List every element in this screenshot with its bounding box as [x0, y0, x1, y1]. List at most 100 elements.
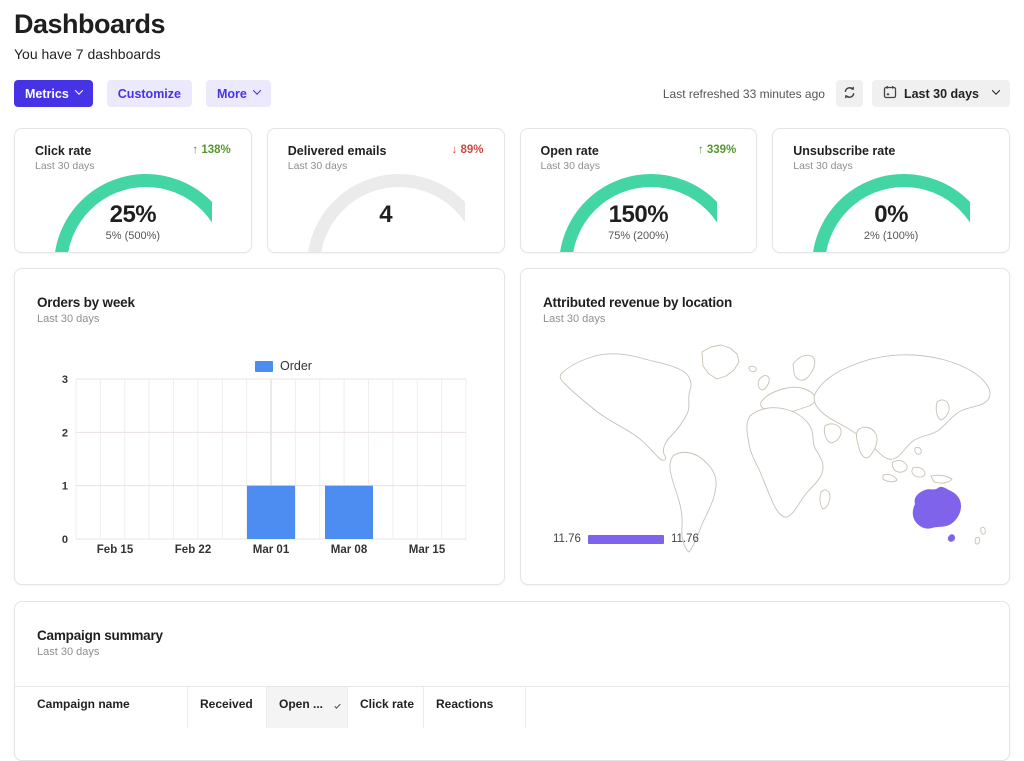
metrics-button-label: Metrics [25, 86, 69, 101]
metric-card-click-rate: Click rate Last 30 days ↑ 138% 25% 5% (5… [14, 128, 252, 253]
metric-sublabel: 5% (500%) [105, 230, 161, 242]
metric-period: Last 30 days [793, 160, 853, 172]
date-range-button[interactable]: Last 30 days [871, 80, 1010, 107]
metric-sublabel: 2% (100%) [863, 230, 919, 242]
metric-period: Last 30 days [35, 160, 95, 172]
column-header-open-label: Open ... [279, 697, 324, 711]
map-greenland [701, 344, 740, 380]
map-new-zealand-south [974, 536, 981, 545]
svg-text:3: 3 [62, 374, 68, 386]
map-scandinavia [792, 354, 816, 381]
metrics-button[interactable]: Metrics [14, 80, 93, 107]
chevron-down-icon [252, 86, 262, 95]
metric-value: 0% [874, 201, 908, 228]
legend-swatch [255, 360, 274, 372]
map-sulawesi [911, 466, 926, 478]
metric-title: Click rate [35, 144, 92, 158]
map-card-title: Attributed revenue by location [543, 295, 733, 310]
orders-by-week-card: Orders by week Last 30 days Order 0 1 2 3 Fe… [14, 268, 505, 585]
svg-text:2: 2 [62, 427, 68, 439]
metric-period: Last 30 days [287, 160, 348, 172]
chevron-down-icon [991, 86, 1001, 95]
revenue-by-location-card: Attributed revenue by location Last 30 d… [520, 268, 1010, 585]
map-scale-bar [587, 534, 664, 544]
map-scale-max: 11.76 [670, 533, 699, 545]
map-north-america [559, 353, 692, 461]
map-japan [935, 399, 950, 421]
gauge-arc [559, 174, 718, 252]
delta-badge: ↓ 89% [452, 144, 484, 156]
map-iceland [748, 365, 757, 373]
metric-sublabel: 75% (200%) [608, 230, 669, 242]
bar-Mar 01 [247, 485, 295, 539]
gauge-arc [306, 174, 465, 252]
campaign-summary-card: Campaign summary Last 30 days Campaign n… [14, 601, 1010, 761]
metric-card-unsubscribe-rate: Unsubscribe rate Last 30 days 0% 2% (100… [772, 128, 1010, 253]
campaign-summary-period: Last 30 days [37, 646, 100, 658]
toolbar-left: Metrics Customize More [14, 80, 271, 107]
gauge-arc [812, 174, 971, 252]
svg-text:1: 1 [62, 481, 68, 493]
map-tasmania-highlighted [947, 534, 955, 542]
arrow-up-icon: ↑ [192, 144, 199, 156]
map-scale-legend: 11.76 11.76 [553, 533, 699, 545]
metric-value: 25% [109, 201, 157, 228]
orders-bar-chart: 0 1 2 3 Feb 15 Feb 22 Mar 01 Mar 08 Mar 15 [62, 374, 467, 556]
delta-value: 138% [201, 144, 231, 156]
svg-text:Mar 15: Mar 15 [409, 544, 446, 556]
map-uk [757, 375, 770, 391]
toolbar-right: Last refreshed 33 minutes ago Last 30 da… [663, 80, 1010, 107]
orders-chart-title: Orders by week [37, 295, 135, 310]
map-borneo [891, 460, 908, 473]
map-africa [746, 407, 824, 518]
more-button[interactable]: More [205, 80, 271, 107]
metric-period: Last 30 days [540, 160, 601, 172]
svg-text:Mar 01: Mar 01 [253, 544, 290, 556]
map-java [882, 473, 898, 483]
map-madagascar [819, 489, 831, 510]
campaign-summary-title: Campaign summary [37, 628, 163, 643]
chevron-down-icon [74, 86, 84, 95]
metric-title: Delivered emails [287, 144, 387, 158]
refresh-icon [842, 85, 857, 103]
page-title: Dashboards [14, 9, 166, 39]
campaign-table-header: Campaign name Received Open ... Click ra… [15, 686, 1009, 728]
arrow-down-icon: ↓ [451, 144, 458, 156]
svg-text:Feb 22: Feb 22 [175, 544, 211, 556]
map-card-period: Last 30 days [543, 313, 606, 325]
customize-button[interactable]: Customize [106, 80, 192, 107]
map-new-guinea [930, 474, 953, 484]
date-range-label: Last 30 days [903, 86, 979, 101]
delta-badge: ↑ 339% [698, 144, 736, 156]
world-map [559, 344, 991, 553]
bar-Mar 08 [325, 485, 373, 539]
metric-card-delivered-emails: Delivered emails Last 30 days ↓ 89% 4 [266, 128, 505, 253]
map-arabia [823, 423, 842, 444]
delta-value: 339% [706, 144, 737, 156]
orders-chart-period: Last 30 days [37, 313, 100, 325]
chart-legend: Order [39, 359, 528, 373]
metric-title: Open rate [540, 144, 599, 158]
metric-value: 4 [379, 201, 393, 228]
svg-text:Feb 15: Feb 15 [97, 544, 134, 556]
map-australia-highlighted [912, 486, 961, 529]
calendar-icon [883, 85, 897, 102]
svg-text:Mar 08: Mar 08 [331, 544, 368, 556]
metric-title: Unsubscribe rate [793, 144, 896, 158]
refresh-button[interactable] [835, 80, 863, 107]
map-scale-min: 11.76 [553, 533, 581, 545]
map-india [856, 426, 878, 459]
map-asia [813, 354, 991, 460]
map-new-zealand [980, 526, 986, 535]
metric-value: 150% [608, 201, 669, 228]
legend-label: Order [280, 359, 312, 373]
delta-value: 89% [460, 144, 484, 156]
dashboards-count-subtitle: You have 7 dashboards [14, 46, 161, 62]
map-philippines [914, 446, 922, 455]
last-refreshed-text: Last refreshed 33 minutes ago [662, 86, 825, 101]
gauge-arc [53, 174, 212, 252]
metric-card-open-rate: Open rate Last 30 days ↑ 339% 150% 75% (… [519, 128, 758, 253]
customize-button-label: Customize [117, 86, 181, 101]
metrics-row: Click rate Last 30 days ↑ 138% 25% 5% (5… [14, 128, 1010, 253]
more-button-label: More [216, 86, 247, 101]
